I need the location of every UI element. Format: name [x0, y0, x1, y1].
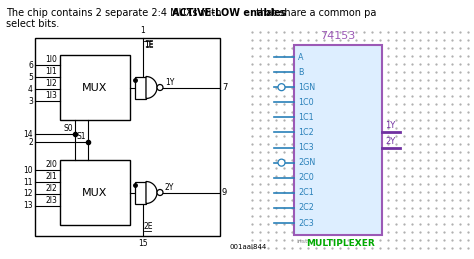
Text: 1̅E: 1̅E [144, 40, 154, 49]
Text: 2: 2 [28, 138, 33, 147]
Text: 1C2: 1C2 [298, 128, 314, 137]
Text: 2C3: 2C3 [298, 219, 314, 227]
Text: MUX: MUX [82, 83, 108, 92]
Circle shape [278, 159, 285, 166]
Text: 12: 12 [24, 190, 33, 198]
Text: 4: 4 [28, 84, 33, 93]
Text: 3: 3 [28, 97, 33, 105]
Text: 1C0: 1C0 [298, 98, 314, 107]
Bar [135, 76, 146, 98]
Text: 7: 7 [222, 83, 228, 92]
Text: 6: 6 [28, 61, 33, 69]
Bar [294, 45, 382, 235]
Text: ACTIVE-LOW enables: ACTIVE-LOW enables [172, 8, 286, 18]
Text: A: A [298, 53, 303, 61]
Text: 1Y: 1Y [385, 121, 395, 131]
Text: 2Y: 2Y [385, 136, 395, 146]
Text: 1I1: 1I1 [45, 67, 57, 76]
Bar [60, 160, 130, 225]
Text: The chip contains 2 separate 2:4 MUXs with: The chip contains 2 separate 2:4 MUXs wi… [6, 8, 225, 18]
Text: 2GN: 2GN [298, 158, 315, 167]
Text: 1: 1 [141, 26, 146, 35]
Circle shape [278, 84, 285, 91]
Text: 15: 15 [138, 239, 148, 248]
Text: S1: S1 [76, 132, 86, 141]
Text: 9: 9 [222, 188, 227, 197]
Polygon shape [146, 76, 157, 98]
Text: 1I3: 1I3 [45, 91, 57, 100]
Text: MULTIPLEXER: MULTIPLEXER [306, 239, 375, 248]
Text: S0: S0 [64, 124, 73, 133]
Bar [60, 55, 130, 120]
Text: B: B [298, 68, 303, 77]
Polygon shape [146, 182, 157, 204]
Text: 1E: 1E [144, 41, 154, 50]
Text: MUX: MUX [82, 188, 108, 198]
Text: 2I1: 2I1 [45, 172, 57, 181]
Circle shape [157, 190, 163, 196]
Bar [35, 38, 220, 236]
Bar [135, 182, 146, 204]
Text: 14: 14 [23, 130, 33, 139]
Text: 10: 10 [23, 166, 33, 175]
Text: 2C1: 2C1 [298, 188, 314, 197]
Text: inst: inst [296, 239, 308, 244]
Text: 1C1: 1C1 [298, 113, 314, 122]
Text: 001aal844: 001aal844 [230, 244, 267, 250]
Text: 74153: 74153 [320, 31, 356, 41]
Text: that share a common pa: that share a common pa [254, 8, 377, 18]
Text: 11: 11 [24, 177, 33, 186]
Text: 5: 5 [28, 73, 33, 82]
Text: 2C0: 2C0 [298, 173, 314, 182]
Text: 1C3: 1C3 [298, 143, 314, 152]
Text: 13: 13 [23, 202, 33, 211]
Text: 1I2: 1I2 [45, 79, 57, 88]
Text: 2C2: 2C2 [298, 203, 314, 212]
Circle shape [157, 84, 163, 90]
Text: 2I0: 2I0 [45, 160, 57, 169]
Text: 1Y: 1Y [165, 77, 174, 87]
Text: 2I3: 2I3 [45, 196, 57, 205]
Text: select bits.: select bits. [6, 19, 59, 29]
Text: 1I0: 1I0 [45, 55, 57, 64]
Text: 1GN: 1GN [298, 83, 315, 92]
Text: 2E: 2E [144, 222, 154, 231]
Text: 2I2: 2I2 [45, 184, 57, 193]
Text: 2Y: 2Y [165, 183, 174, 191]
